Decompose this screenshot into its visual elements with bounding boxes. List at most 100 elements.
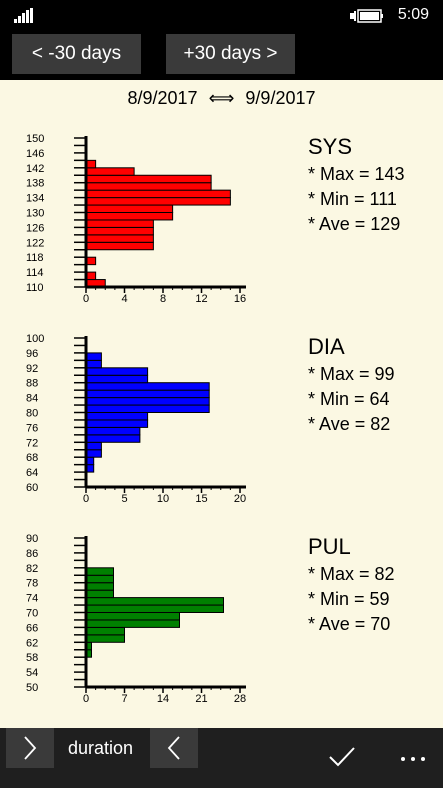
- dia-y-tick-label: 100: [26, 333, 44, 345]
- pul-x-tick-label: 21: [195, 693, 207, 702]
- more-options-icon[interactable]: [400, 756, 428, 762]
- dia-y-tick-label: 76: [26, 422, 38, 434]
- dia-y-tick-label: 72: [26, 437, 38, 449]
- sys-histogram: 110 114 118 122 126 130 134 138 142 146 150 0 4 8 12 16: [26, 133, 246, 302]
- dia-bar: [85, 441, 102, 451]
- dia-bar: [85, 397, 210, 406]
- start-date: 8/9/2017: [127, 88, 198, 108]
- sys-bar: [85, 197, 231, 206]
- sys-bar: [85, 182, 212, 191]
- pul-bar: [85, 626, 125, 636]
- end-date: 9/9/2017: [245, 88, 316, 108]
- pul-y-tick-label: 86: [26, 548, 38, 560]
- dia-x-tick-label: 10: [157, 493, 169, 502]
- pul-y-tick-label: 58: [26, 652, 38, 664]
- dia-x-tick-label: 15: [195, 493, 207, 502]
- pul-stats: PUL * Max = 82 * Min = 59 * Ave = 70: [308, 534, 438, 637]
- dia-bar: [85, 426, 141, 436]
- dia-bar: [85, 374, 149, 384]
- pul-y-tick-label: 70: [26, 608, 38, 620]
- dia-x-tick-label: 20: [234, 493, 246, 502]
- dia-y-tick-label: 64: [26, 467, 38, 479]
- signal-icon: [14, 8, 34, 23]
- sys-y-tick-label: 110: [26, 282, 44, 294]
- dia-bar: [85, 404, 210, 414]
- pul-x-tick-label: 0: [83, 693, 89, 702]
- navigation-bar: < -30 days +30 days >: [0, 32, 443, 80]
- pul-ave: * Ave = 70: [308, 614, 391, 634]
- dia-ave: * Ave = 82: [308, 414, 391, 434]
- sys-x-tick-label: 4: [121, 293, 127, 302]
- collapse-left-button[interactable]: [150, 728, 198, 768]
- dia-title: DIA: [308, 334, 345, 359]
- dia-y-tick-label: 84: [26, 393, 38, 405]
- pul-x-tick-label: 28: [234, 693, 246, 702]
- dia-y-tick-label: 68: [26, 452, 38, 464]
- sys-min: * Min = 111: [308, 189, 397, 209]
- sys-bar: [85, 226, 154, 236]
- dia-y-tick-label: 96: [26, 348, 38, 360]
- pul-title: PUL: [308, 534, 351, 559]
- sys-y-tick-label: 146: [26, 148, 44, 160]
- sys-max: * Max = 143: [308, 164, 405, 184]
- sys-x-tick-label: 12: [195, 293, 207, 302]
- prev-30-days-button[interactable]: < -30 days: [12, 34, 141, 74]
- sys-y-tick-label: 114: [26, 267, 44, 279]
- pul-y-tick-label: 82: [26, 563, 38, 575]
- pul-bar: [85, 574, 114, 584]
- dia-min: * Min = 64: [308, 389, 390, 409]
- pul-max: * Max = 82: [308, 564, 395, 584]
- pul-y-tick-label: 74: [26, 593, 38, 605]
- dia-x-tick-label: 0: [83, 493, 89, 502]
- pul-y-tick-label: 90: [26, 533, 38, 545]
- dia-stats: DIA * Max = 99 * Min = 64 * Ave = 82: [308, 334, 438, 437]
- dia-bar: [85, 359, 102, 369]
- status-bar: 5:09: [0, 0, 443, 32]
- next-30-days-button[interactable]: +30 days >: [166, 34, 295, 74]
- dia-y-tick-label: 80: [26, 408, 38, 420]
- chevron-left-icon: [167, 736, 180, 760]
- sys-x-tick-label: 16: [234, 293, 246, 302]
- dia-histogram: 60 64 68 72 76 80 84 88 92 96 100 0 5 10 15 20: [26, 333, 246, 502]
- sys-y-tick-label: 126: [26, 222, 44, 234]
- pul-bar: [85, 582, 114, 591]
- sys-bar: [85, 204, 174, 214]
- dia-bar: [85, 352, 102, 361]
- sys-y-tick-label: 138: [26, 178, 44, 190]
- chevron-right-icon: [24, 736, 37, 760]
- sys-bar: [85, 174, 212, 184]
- sys-x-tick-label: 8: [160, 293, 166, 302]
- pul-y-tick-label: 66: [26, 622, 38, 634]
- pul-y-tick-label: 62: [26, 637, 38, 649]
- sys-y-tick-label: 150: [26, 133, 44, 145]
- pul-min: * Min = 59: [308, 589, 390, 609]
- sys-bar: [85, 219, 154, 228]
- pul-bar: [85, 619, 180, 628]
- pul-x-tick-label: 14: [157, 693, 169, 702]
- dia-bar: [85, 434, 141, 443]
- battery-charging-icon: [350, 9, 383, 23]
- pul-bar: [85, 567, 114, 576]
- pul-y-tick-label: 50: [26, 682, 38, 694]
- bottom-app-bar: duration: [0, 728, 443, 788]
- sys-x-tick-label: 0: [83, 293, 89, 302]
- expand-right-button[interactable]: [6, 728, 54, 768]
- pul-x-tick-label: 7: [121, 693, 127, 702]
- sys-y-tick-label: 134: [26, 193, 44, 205]
- dia-y-tick-label: 92: [26, 363, 38, 375]
- dia-y-tick-label: 60: [26, 482, 38, 494]
- dia-y-tick-label: 88: [26, 378, 38, 390]
- sys-bar: [85, 212, 174, 221]
- sys-bar: [85, 167, 135, 176]
- sys-y-tick-label: 130: [26, 208, 44, 220]
- checkmark-icon[interactable]: [328, 746, 356, 768]
- dia-bar: [85, 412, 149, 421]
- dia-max: * Max = 99: [308, 364, 395, 384]
- sys-title: SYS: [308, 134, 353, 159]
- dia-x-tick-label: 5: [121, 493, 127, 502]
- sys-bar: [85, 241, 154, 251]
- pul-bar: [85, 597, 224, 606]
- sys-bar: [85, 234, 154, 243]
- pul-bar: [85, 604, 224, 614]
- sys-ave: * Ave = 129: [308, 214, 401, 234]
